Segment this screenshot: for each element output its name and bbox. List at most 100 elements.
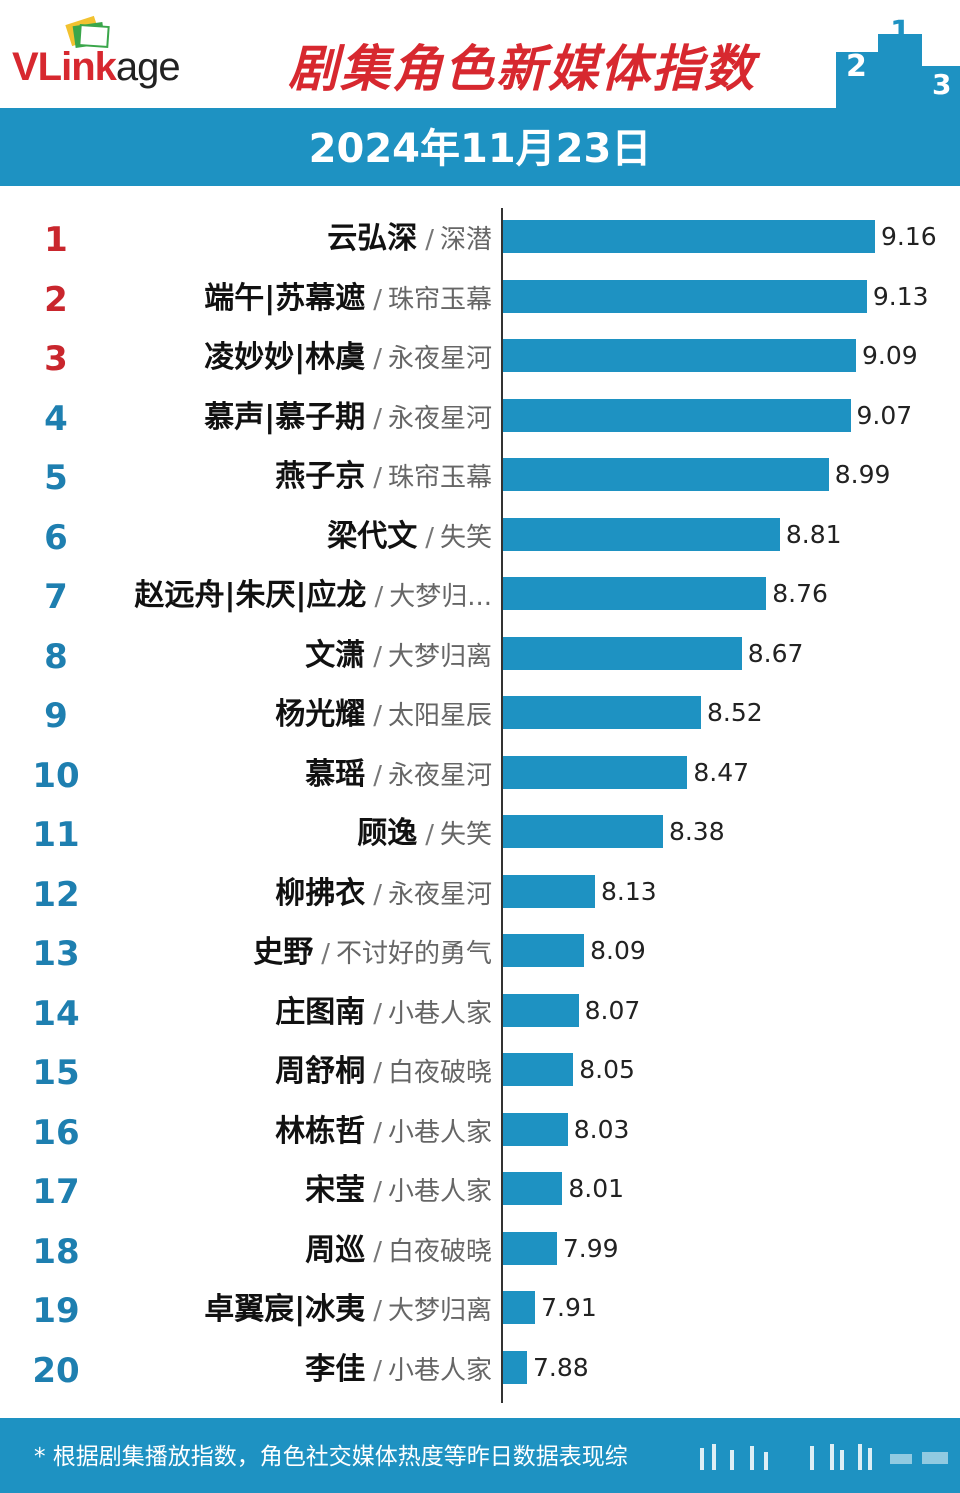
row-label: 慕瑶 / 永夜星河 [305, 755, 492, 799]
character-name: 周舒桐 [275, 1054, 366, 1089]
drama-name: 永夜星河 [387, 879, 492, 910]
logo-text: VLinkage [12, 45, 181, 89]
value-label: 9.09 [861, 341, 918, 370]
chart-row: 5 燕子京 / 珠帘玉幕 8.99 [0, 438, 960, 498]
rank-number: 17 [32, 1172, 80, 1212]
drama-name: 珠帘玉幕 [387, 284, 492, 315]
rank-number: 6 [44, 517, 68, 558]
value-label: 8.07 [584, 995, 641, 1025]
value-bar [503, 1231, 557, 1265]
ranking-bar-chart: 1 云弘深 / 深潜 9.16 2 端午|苏幕遮 / 珠帘玉幕 9.13 3 凌妙妙|林虞 / 永夜星河 9… [0, 186, 960, 1416]
row-label: 燕子京 / 珠帘玉幕 [275, 457, 492, 501]
vlinkage-logo: VLinkage [12, 15, 181, 92]
svg-text:3: 3 [932, 68, 951, 101]
value-label: 8.38 [668, 817, 725, 846]
chart-row: 8 文潇 / 大梦归离 8.67 [0, 617, 960, 677]
rank-number: 9 [44, 696, 68, 736]
drama-name: 珠帘玉幕 [387, 463, 492, 493]
character-name: 赵远舟|朱厌|应龙 [134, 578, 367, 613]
logo-cards-icon [65, 15, 110, 49]
chart-row: 14 庄图南 / 小巷人家 8.07 [0, 974, 960, 1034]
drama-name: 小巷人家 [387, 1177, 492, 1207]
row-label: 宋莹 / 小巷人家 [305, 1171, 492, 1215]
row-label: 林栋哲 / 小巷人家 [275, 1112, 492, 1156]
value-bar [503, 696, 701, 729]
value-label: 8.03 [573, 1114, 630, 1144]
label-separator: / [425, 225, 434, 255]
chart-row: 3 凌妙妙|林虞 / 永夜星河 9.09 [0, 319, 960, 379]
svg-text:2: 2 [846, 49, 867, 84]
value-bar [503, 279, 867, 313]
character-name: 杨光耀 [275, 697, 366, 732]
character-name: 凌妙妙|林虞 [204, 340, 366, 375]
row-label: 慕声|慕子期 / 永夜星河 [204, 398, 492, 442]
value-label: 8.13 [600, 876, 657, 906]
label-separator: / [373, 701, 382, 731]
chart-row: 15 周舒桐 / 白夜破晓 8.05 [0, 1033, 960, 1093]
value-bar [503, 1053, 574, 1086]
value-bar [503, 815, 663, 848]
rank-number: 7 [44, 577, 68, 617]
drama-name: 大梦归... [389, 582, 492, 612]
label-separator: / [373, 403, 382, 434]
chart-row: 20 李佳 / 小巷人家 7.88 [0, 1331, 960, 1391]
row-label: 史野 / 不讨好的勇气 [253, 933, 492, 977]
drama-name: 大梦归离 [387, 1296, 492, 1326]
drama-name: 永夜星河 [387, 403, 492, 434]
value-label: 7.91 [541, 1293, 597, 1322]
label-separator: / [373, 344, 382, 374]
drama-name: 永夜星河 [387, 760, 492, 791]
character-name: 周巡 [305, 1232, 366, 1268]
watermark-bars-icon [700, 1444, 948, 1470]
value-bar [503, 1112, 568, 1146]
chart-row: 10 慕瑶 / 永夜星河 8.47 [0, 736, 960, 796]
rank-number: 2 [44, 279, 68, 320]
value-bar [503, 993, 579, 1027]
drama-name: 大梦归离 [387, 641, 492, 672]
rank-number: 19 [32, 1291, 80, 1331]
value-label: 9.13 [872, 281, 929, 311]
rank-number: 3 [44, 339, 68, 379]
row-label: 周巡 / 白夜破晓 [305, 1231, 492, 1275]
drama-name: 小巷人家 [387, 998, 492, 1029]
character-name: 慕声|慕子期 [204, 399, 366, 435]
drama-name: 白夜破晓 [387, 1058, 492, 1088]
character-name: 文潇 [305, 637, 366, 673]
value-bar [503, 755, 688, 789]
drama-name: 太阳星辰 [387, 701, 492, 731]
value-bar [503, 339, 856, 372]
row-label: 李佳 / 小巷人家 [305, 1350, 492, 1394]
value-bar [503, 517, 780, 551]
label-separator: / [373, 998, 382, 1029]
label-separator: / [374, 582, 384, 612]
row-label: 顾逸 / 失笑 [357, 814, 492, 858]
chart-row: 9 杨光耀 / 太阳星辰 8.52 [0, 676, 960, 736]
label-separator: / [373, 760, 382, 791]
drama-name: 永夜星河 [387, 344, 492, 374]
rank-number: 8 [44, 636, 68, 677]
drama-name: 深潜 [439, 225, 492, 255]
row-label: 端午|苏幕遮 / 珠帘玉幕 [204, 279, 492, 323]
drama-name: 小巷人家 [387, 1117, 492, 1148]
character-name: 卓翼宸|冰夷 [204, 1292, 366, 1327]
character-name: 云弘深 [327, 221, 418, 256]
label-separator: / [373, 641, 382, 672]
drama-name: 不讨好的勇气 [335, 939, 492, 969]
rank-number: 10 [32, 755, 80, 796]
row-label: 柳拂衣 / 永夜星河 [275, 874, 492, 918]
value-bar [503, 1172, 563, 1205]
label-separator: / [373, 284, 382, 315]
label-separator: / [425, 820, 434, 850]
label-separator: / [373, 1058, 382, 1088]
chart-row: 16 林栋哲 / 小巷人家 8.03 [0, 1093, 960, 1153]
label-separator: / [373, 463, 382, 493]
character-name: 庄图南 [275, 994, 366, 1030]
row-label: 周舒桐 / 白夜破晓 [275, 1052, 492, 1096]
value-label: 7.99 [562, 1233, 619, 1263]
character-name: 顾逸 [357, 816, 418, 851]
chart-row: 1 云弘深 / 深潜 9.16 [0, 200, 960, 260]
value-label: 8.47 [693, 757, 750, 787]
rank-number: 5 [44, 458, 68, 498]
value-bar [503, 874, 595, 908]
drama-name: 失笑 [439, 522, 492, 553]
